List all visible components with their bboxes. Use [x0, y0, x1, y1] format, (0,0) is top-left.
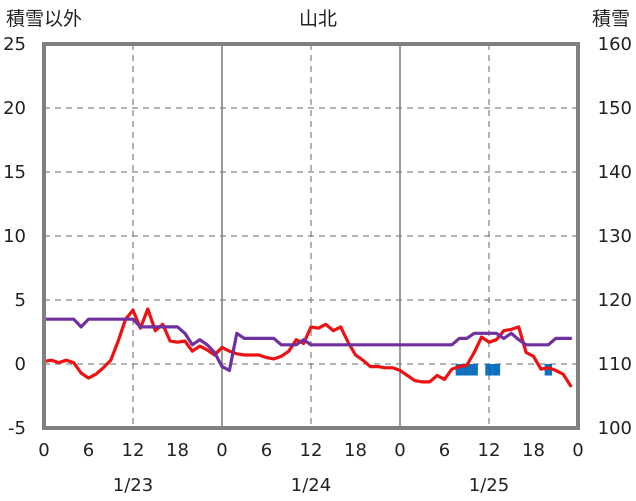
right-axis-ticks: 100 110 120 130 140 150 160 — [598, 34, 632, 439]
left-tick-label: -5 — [8, 418, 26, 439]
right-tick-label: 150 — [598, 98, 632, 119]
right-tick-label: 110 — [598, 354, 632, 375]
chart-title: 山北 — [299, 8, 337, 30]
date-label: 1/24 — [291, 475, 331, 496]
x-tick-label: 12 — [300, 440, 323, 461]
right-axis-label: 積雪 — [592, 8, 630, 30]
x-tick-label: 0 — [394, 440, 405, 461]
left-tick-label: 5 — [15, 290, 26, 311]
x-tick-label: 18 — [166, 440, 189, 461]
series-lines — [42, 307, 573, 388]
bar — [455, 364, 464, 376]
purple-series-line — [42, 317, 573, 372]
left-tick-label: 10 — [3, 226, 26, 247]
date-label: 1/25 — [469, 475, 509, 496]
bar — [492, 364, 501, 376]
right-tick-label: 160 — [598, 34, 632, 55]
right-tick-label: 140 — [598, 162, 632, 183]
x-tick-label: 12 — [122, 440, 145, 461]
x-tick-label: 12 — [478, 440, 501, 461]
left-tick-label: 0 — [15, 354, 26, 375]
red-series-line — [42, 307, 573, 388]
bar — [463, 364, 471, 376]
x-tick-label: 6 — [261, 440, 272, 461]
right-tick-label: 100 — [598, 418, 632, 439]
bars — [455, 364, 553, 376]
bar — [470, 364, 478, 376]
bar — [544, 364, 553, 376]
right-tick-label: 130 — [598, 226, 632, 247]
x-axis-ticks: 0 6 12 18 0 6 12 18 0 6 12 18 0 — [38, 440, 583, 461]
left-axis-label: 積雪以外 — [6, 8, 82, 30]
x-tick-label: 0 — [216, 440, 227, 461]
date-labels: 1/23 1/24 1/25 — [113, 475, 509, 496]
plot-frame — [42, 42, 580, 430]
x-tick-label: 0 — [38, 440, 49, 461]
left-tick-label: 20 — [3, 98, 26, 119]
left-axis-ticks: -5 0 5 10 15 20 25 — [3, 34, 26, 439]
x-tick-label: 6 — [83, 440, 94, 461]
bar — [485, 364, 493, 376]
x-tick-label: 18 — [344, 440, 367, 461]
right-tick-label: 120 — [598, 290, 632, 311]
x-tick-label: 0 — [572, 440, 583, 461]
left-tick-label: 15 — [3, 162, 26, 183]
x-tick-label: 6 — [439, 440, 450, 461]
left-tick-label: 25 — [3, 34, 26, 55]
date-label: 1/23 — [113, 475, 153, 496]
x-tick-label: 18 — [522, 440, 545, 461]
